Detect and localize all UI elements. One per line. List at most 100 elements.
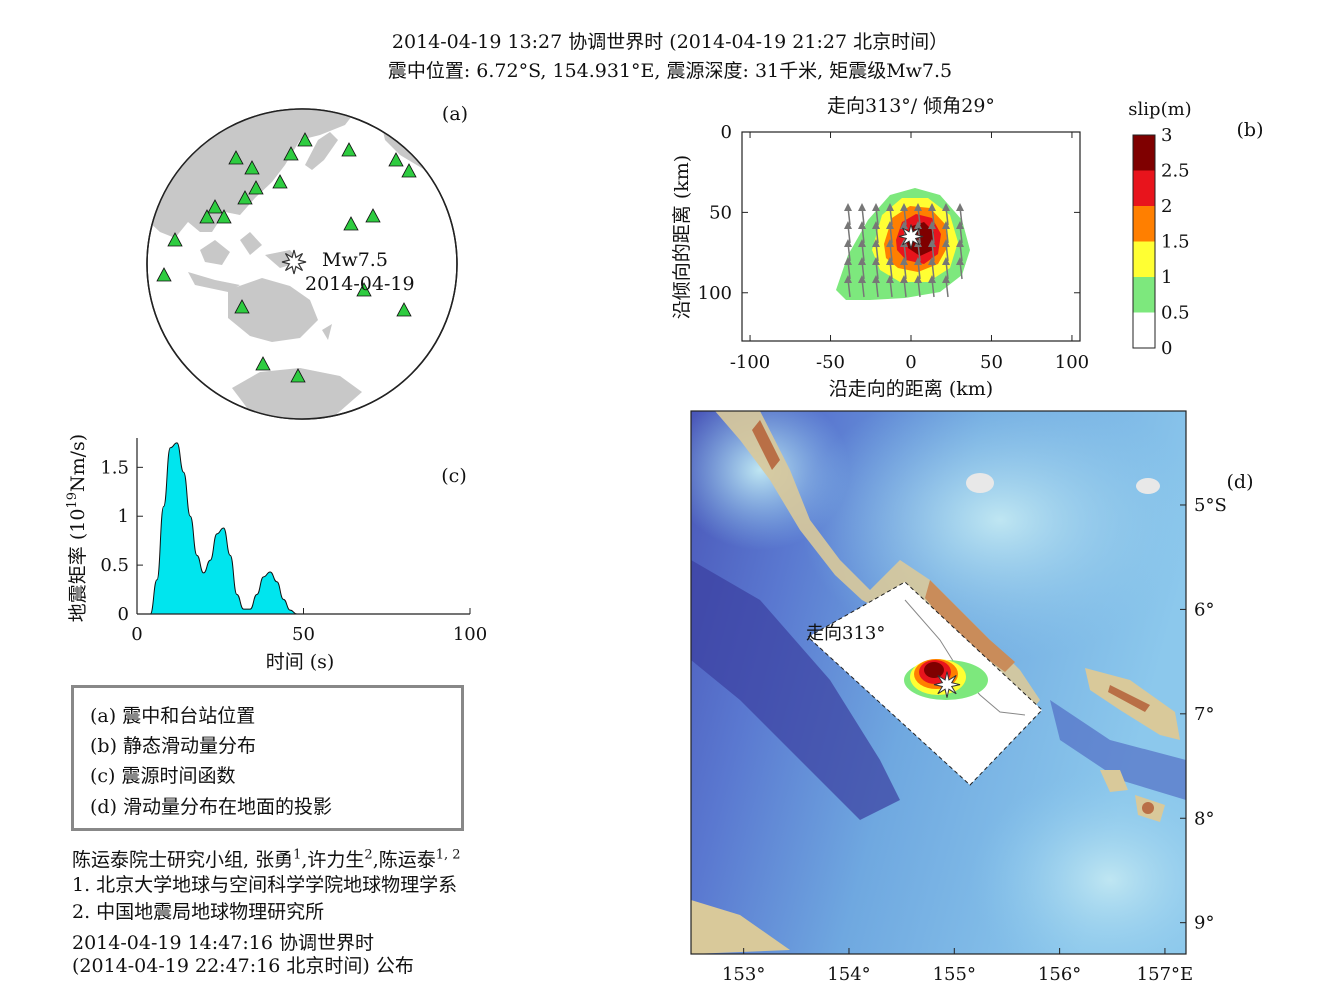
slip-vector-head xyxy=(844,275,852,283)
slip-vector-head xyxy=(844,221,852,229)
panel-c-label: (c) xyxy=(441,465,466,487)
panel-b-ytick-label: 0 xyxy=(721,122,732,143)
panel-d-ytick-label: 7° xyxy=(1194,704,1214,725)
station-marker xyxy=(297,132,313,147)
station-marker xyxy=(283,146,299,161)
panel-d-ytick-label: 6° xyxy=(1194,599,1214,620)
strike-label: 走向313° xyxy=(806,623,885,644)
panel-c-ytick-label: 0 xyxy=(118,604,129,625)
legend-item-c: (c) 震源时间函数 xyxy=(90,765,236,787)
station-marker xyxy=(237,190,253,205)
slip-vector-head xyxy=(928,257,936,265)
slip-vector-head xyxy=(900,221,908,229)
slip-vector-head xyxy=(886,275,894,283)
station-marker xyxy=(388,152,404,167)
slip-vector-head xyxy=(872,257,880,265)
station-marker xyxy=(207,199,223,214)
slip-vector-head xyxy=(914,275,922,283)
colorbar-segment xyxy=(1133,206,1155,242)
panel-b-ytick-label: 50 xyxy=(709,202,732,223)
panel-b-xtick-label: 100 xyxy=(1055,352,1089,373)
panel-c-ytick-label: 1 xyxy=(118,506,129,527)
slip-vector-head xyxy=(914,221,922,229)
station-marker xyxy=(290,368,306,383)
panel-b-xtick-label: 0 xyxy=(905,352,916,373)
colorbar: 3 2.5 2 1.5 1 0.5 0 xyxy=(1132,125,1190,359)
colorbar-tick-label: 1.5 xyxy=(1161,232,1190,253)
colorbar-title: slip(m) xyxy=(1128,99,1191,120)
station-marker xyxy=(272,174,288,189)
slip-vector-head xyxy=(942,239,950,247)
panel-d-xtick-label: 153° xyxy=(722,964,765,985)
legend-box: (a) 震中和台站位置 (b) 静态滑动量分布 (c) 震源时间函数 (d) 滑… xyxy=(71,685,464,831)
panel-c-ticks: 0 50 100 0 0.5 1 1.5 xyxy=(100,457,487,645)
station-marker xyxy=(341,142,357,157)
panel-d-frame xyxy=(690,410,1187,955)
slip-vector-head xyxy=(886,203,894,211)
panel-d-xtick-label: 155° xyxy=(933,964,976,985)
event-date-label: 2014-04-19 xyxy=(305,273,415,295)
slip-vector-head xyxy=(886,239,894,247)
panel-d-xtick-label: 154° xyxy=(827,964,870,985)
colorbar-segment xyxy=(1133,312,1155,348)
station-marker xyxy=(248,180,264,195)
panel-b-xtick-label: -100 xyxy=(730,352,770,373)
station-marker xyxy=(396,302,412,317)
slip-vector-head xyxy=(928,203,936,211)
station-marker xyxy=(216,209,232,224)
credit-time-utc: 2014-04-19 14:47:16 协调世界时 xyxy=(72,932,374,954)
colorbar-tick-label: 1 xyxy=(1161,267,1172,288)
credit-affiliation-1: 1. 北京大学地球与空间科学学院地球物理学系 xyxy=(72,874,458,896)
panel-b-xlabel: 沿走向的距离 (km) xyxy=(829,378,993,400)
panel-c-ytick-label: 1.5 xyxy=(100,457,129,478)
panel-a-label: (a) xyxy=(442,103,468,125)
slip-vector-head xyxy=(956,221,964,229)
panel-d-label: (d) xyxy=(1227,471,1254,493)
panel-b-xtick-label: 50 xyxy=(980,352,1003,373)
station-marker xyxy=(199,209,215,224)
panel-b-title: 走向313°/ 倾角29° xyxy=(827,95,995,117)
slip-vector-head xyxy=(942,257,950,265)
colorbar-tick-label: 0.5 xyxy=(1161,303,1190,324)
event-magnitude-label: Mw7.5 xyxy=(322,249,388,271)
station-marker xyxy=(255,356,271,371)
credit-authors: 陈运泰院士研究小组, 张勇1,许力生2,陈运泰1, 2 xyxy=(72,847,461,871)
slip-vector-head xyxy=(928,239,936,247)
title-line-2: 震中位置: 6.72°S, 154.931°E, 震源深度: 31千米, 矩震级… xyxy=(387,60,953,82)
station-marker xyxy=(365,208,381,223)
slip-vector-head xyxy=(942,221,950,229)
panel-b-xtick-label: -50 xyxy=(816,352,845,373)
slip-vector-head xyxy=(886,257,894,265)
slip-vectors xyxy=(844,203,964,298)
slip-vector-head xyxy=(900,275,908,283)
station-marker xyxy=(167,232,183,247)
slip-vector-head xyxy=(886,221,894,229)
slip-vector-head xyxy=(956,257,964,265)
legend-item-d: (d) 滑动量分布在地面的投影 xyxy=(90,796,333,818)
slip-vector-head xyxy=(956,203,964,211)
colorbar-frame xyxy=(1132,134,1156,349)
station-marker xyxy=(401,163,417,178)
panel-d-xtick-label: 157°E xyxy=(1137,964,1194,985)
epicenter-star-icon xyxy=(933,671,961,698)
projected-slip xyxy=(904,659,988,700)
slip-vector-head xyxy=(872,239,880,247)
slip-vector-head xyxy=(900,203,908,211)
panel-c-xtick-label: 50 xyxy=(292,624,315,645)
slip-vector-head xyxy=(844,257,852,265)
colorbar-segment xyxy=(1133,241,1155,277)
panel-b-ytick-label: 100 xyxy=(698,283,732,304)
panel-c-xtick-label: 0 xyxy=(131,624,142,645)
station-marker xyxy=(356,282,372,297)
slip-vector-head xyxy=(956,239,964,247)
station-marker xyxy=(343,216,359,231)
slip-vector-head xyxy=(942,203,950,211)
colorbar-tick-label: 2 xyxy=(1161,196,1172,217)
slip-vector-head xyxy=(928,275,936,283)
panel-d-ytick-label: 9° xyxy=(1194,913,1214,934)
colorbar-segment xyxy=(1133,170,1155,206)
colorbar-tick-label: 0 xyxy=(1161,338,1172,359)
stf-area xyxy=(149,442,297,615)
